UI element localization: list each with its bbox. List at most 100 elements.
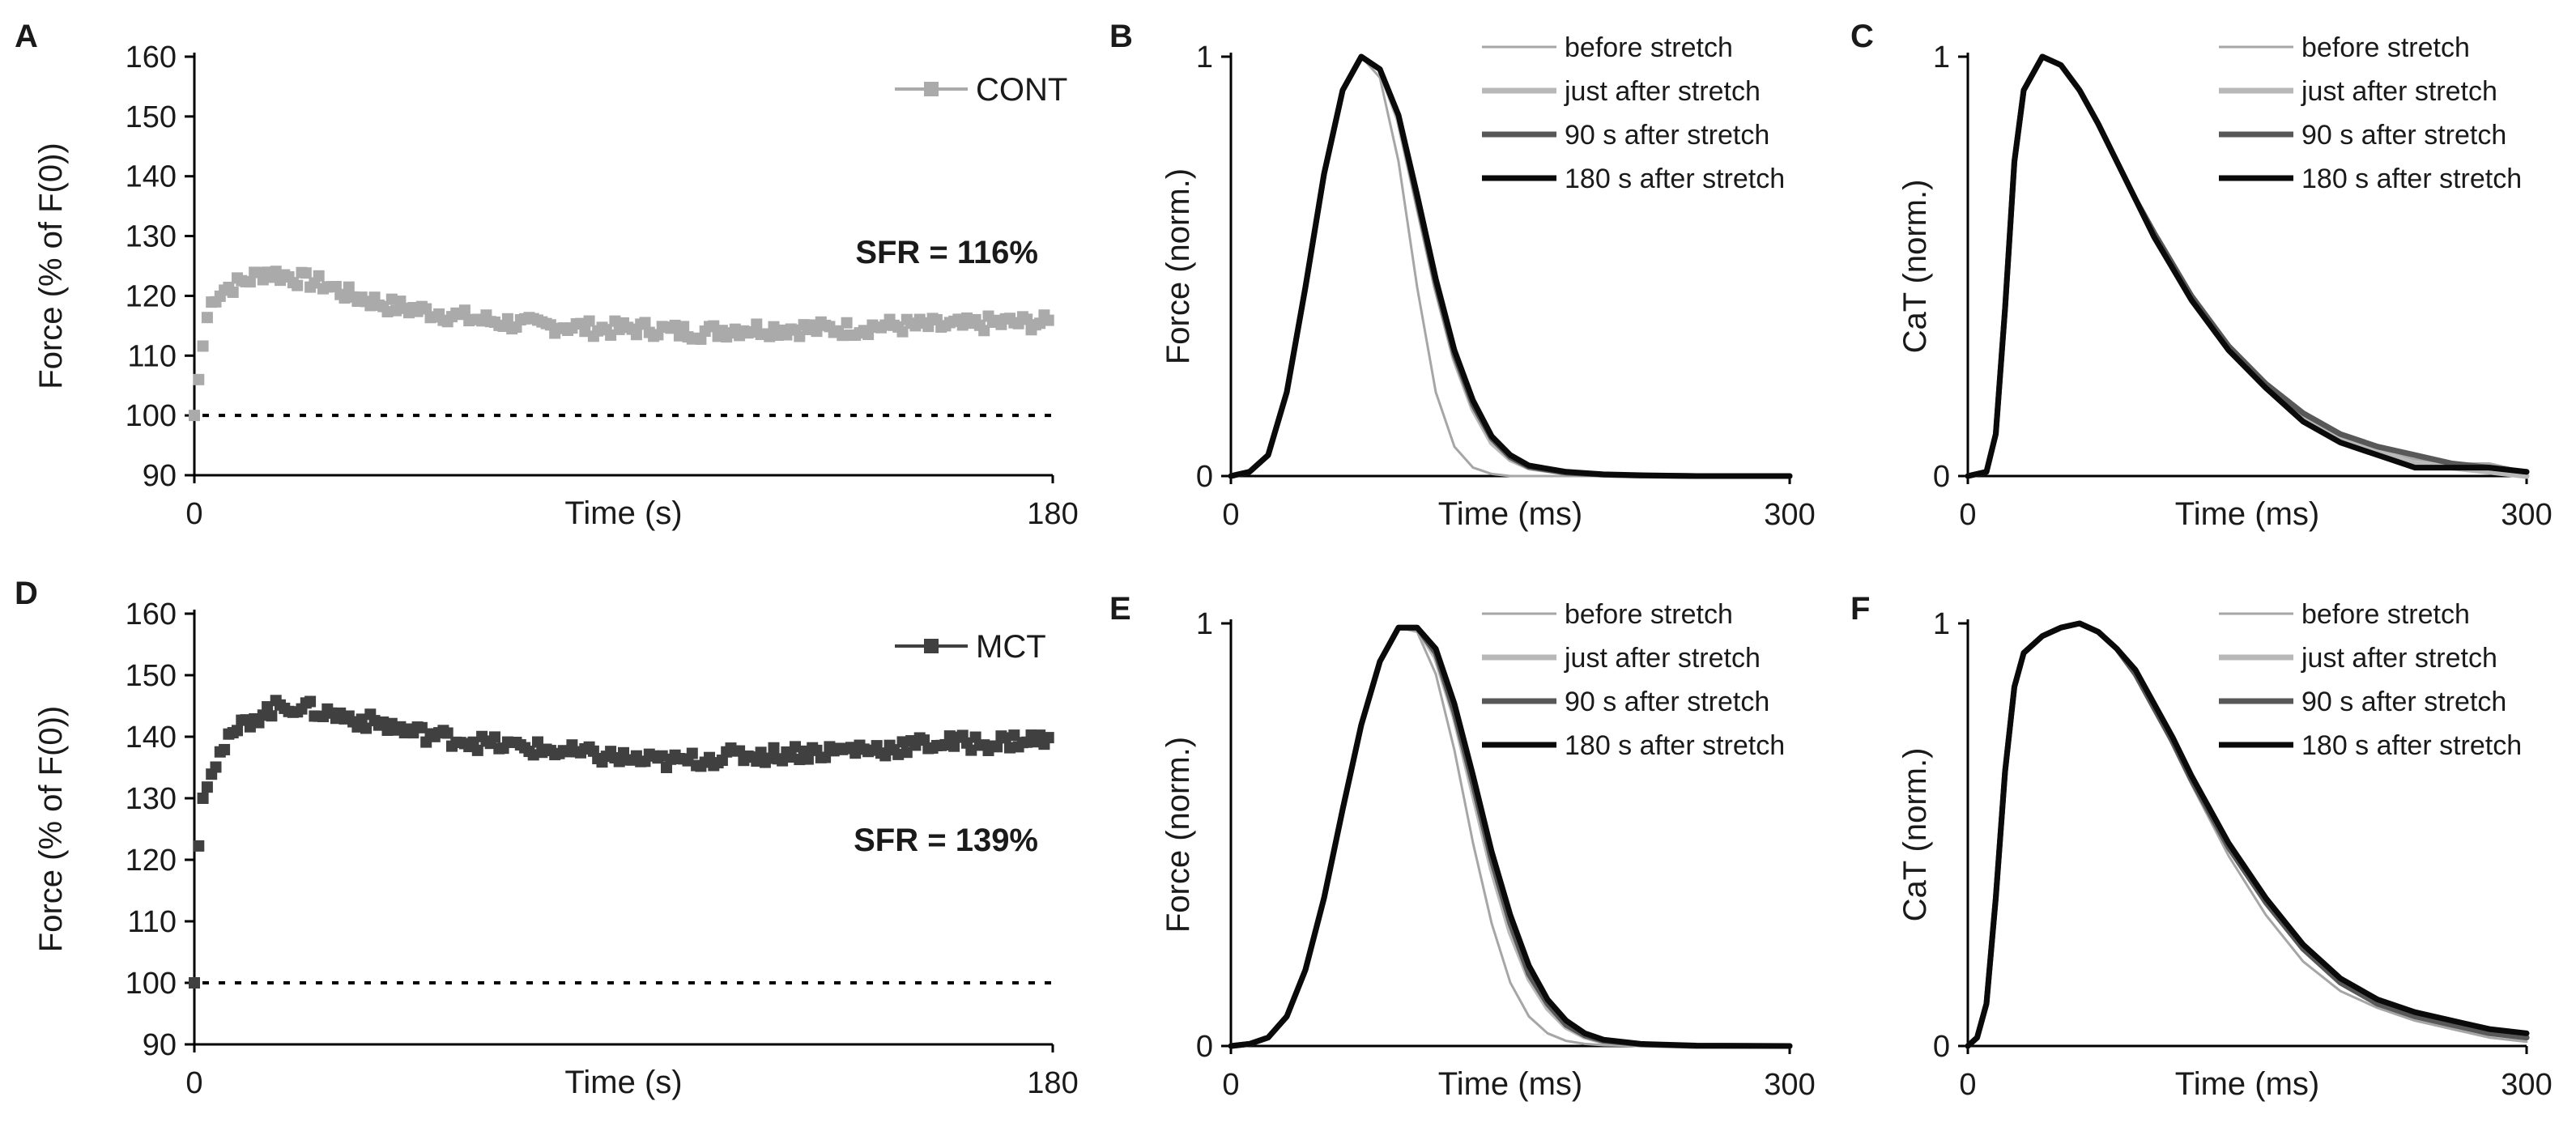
series-line-3 xyxy=(1228,624,1793,1049)
y-tick-label: 150 xyxy=(126,659,177,693)
data-point xyxy=(613,755,625,767)
data-point xyxy=(227,286,239,298)
y-tick-label: 100 xyxy=(126,967,177,1001)
y-tick-label: 150 xyxy=(126,100,177,134)
y-tick-label: 120 xyxy=(126,279,177,313)
data-point xyxy=(802,753,814,765)
x-axis-label: Time (ms) xyxy=(2175,1066,2319,1102)
x-tick-label: 300 xyxy=(2501,1068,2552,1102)
legend-label-2: 90 s after stretch xyxy=(2301,120,2506,151)
data-point xyxy=(841,317,853,329)
x-tick-label: 180 xyxy=(1027,1066,1078,1100)
y-tick-label: 90 xyxy=(143,459,177,493)
y-tick-label: 0 xyxy=(1933,1030,1950,1064)
data-point xyxy=(686,747,698,759)
sfr-annotation: SFR = 116% xyxy=(855,235,1038,270)
legend-swatch-marker xyxy=(924,639,939,653)
x-tick-label: 0 xyxy=(1222,1068,1239,1102)
sfr-annotation: SFR = 139% xyxy=(854,823,1038,858)
x-tick-label: 300 xyxy=(1764,498,1815,532)
data-point xyxy=(489,731,500,743)
data-point xyxy=(943,730,956,742)
data-point xyxy=(630,329,642,341)
data-point xyxy=(751,755,763,767)
data-point xyxy=(381,306,394,318)
data-point xyxy=(197,340,209,352)
data-point xyxy=(605,329,617,341)
y-tick-label: 120 xyxy=(126,844,177,878)
chart-panel-c: C 0 1 0 300 Time (ms) CaT (norm.) before stretc… xyxy=(1850,19,2553,532)
data-point xyxy=(313,270,325,282)
data-point xyxy=(639,317,651,329)
x-axis-label: Time (ms) xyxy=(2175,496,2319,532)
x-tick-label: 300 xyxy=(2501,498,2552,532)
data-point xyxy=(304,695,317,708)
data-point xyxy=(999,732,1011,744)
y-axis-label: Force (norm.) xyxy=(1160,168,1196,364)
x-tick-label: 0 xyxy=(1959,1068,1976,1102)
y-tick-label: 160 xyxy=(126,597,177,631)
data-point xyxy=(201,312,213,324)
data-point xyxy=(262,701,274,713)
data-point xyxy=(896,736,909,748)
data-point xyxy=(1004,742,1015,754)
data-point xyxy=(751,318,763,330)
data-point xyxy=(1034,729,1046,742)
data-point xyxy=(862,329,875,341)
legend-label-3: 180 s after stretch xyxy=(1565,730,1785,761)
legend-label-0: before stretch xyxy=(2301,599,2470,630)
y-tick-label: 100 xyxy=(126,399,177,433)
legend-label-1: just after stretch xyxy=(1564,76,1761,107)
data-point xyxy=(1021,313,1033,325)
data-point xyxy=(794,330,806,342)
data-point xyxy=(1042,732,1054,744)
data-point xyxy=(300,267,312,279)
data-point xyxy=(901,746,913,759)
data-point xyxy=(790,741,801,753)
chart-panel-f: F 0 1 0 300 Time (ms) CaT (norm.) before stretc… xyxy=(1850,591,2553,1102)
data-point xyxy=(193,373,205,385)
data-point xyxy=(708,320,720,332)
x-tick-label: 0 xyxy=(185,1066,202,1100)
data-point xyxy=(415,721,428,733)
panel-label: A xyxy=(15,19,38,54)
data-point xyxy=(948,740,960,752)
y-axis-label: Force (% of F(0)) xyxy=(33,706,69,952)
data-point xyxy=(189,410,200,422)
x-axis-label: Time (s) xyxy=(564,1065,682,1100)
chart-panel-a: A 90 100 110 120 130 140 150 160 0 180 Time (s) Forc… xyxy=(15,19,1079,531)
data-point xyxy=(360,722,372,734)
data-point xyxy=(785,751,797,763)
data-point xyxy=(197,793,209,804)
y-axis-label: Force (% of F(0)) xyxy=(33,142,69,389)
y-tick-label: 1 xyxy=(1196,607,1213,641)
x-tick-label: 0 xyxy=(1959,498,1976,532)
data-point xyxy=(343,281,355,293)
data-point xyxy=(939,738,952,750)
x-axis-label: Time (ms) xyxy=(1438,1066,1582,1102)
data-point xyxy=(764,330,776,342)
data-point xyxy=(266,710,278,722)
legend-label-1: just after stretch xyxy=(2301,643,2497,674)
data-point xyxy=(734,745,746,757)
y-tick-label: 1 xyxy=(1933,607,1950,641)
data-point xyxy=(232,725,243,737)
data-point xyxy=(583,315,595,327)
data-point xyxy=(1042,314,1054,326)
data-point xyxy=(219,743,231,755)
legend-label-3: 180 s after stretch xyxy=(2301,730,2522,761)
data-point xyxy=(768,742,780,754)
y-tick-label: 110 xyxy=(127,905,177,939)
y-axis-label: CaT (norm.) xyxy=(1897,180,1933,354)
data-point xyxy=(673,330,685,342)
y-axis-label: Force (norm.) xyxy=(1160,737,1196,933)
legend-label-1: just after stretch xyxy=(2301,76,2497,107)
data-point xyxy=(991,741,1003,753)
y-axis-label: CaT (norm.) xyxy=(1897,748,1933,922)
panel-label: E xyxy=(1109,591,1131,627)
data-point xyxy=(777,755,789,767)
x-tick-label: 0 xyxy=(185,497,202,531)
data-series xyxy=(189,695,1054,989)
data-series xyxy=(189,266,1054,422)
